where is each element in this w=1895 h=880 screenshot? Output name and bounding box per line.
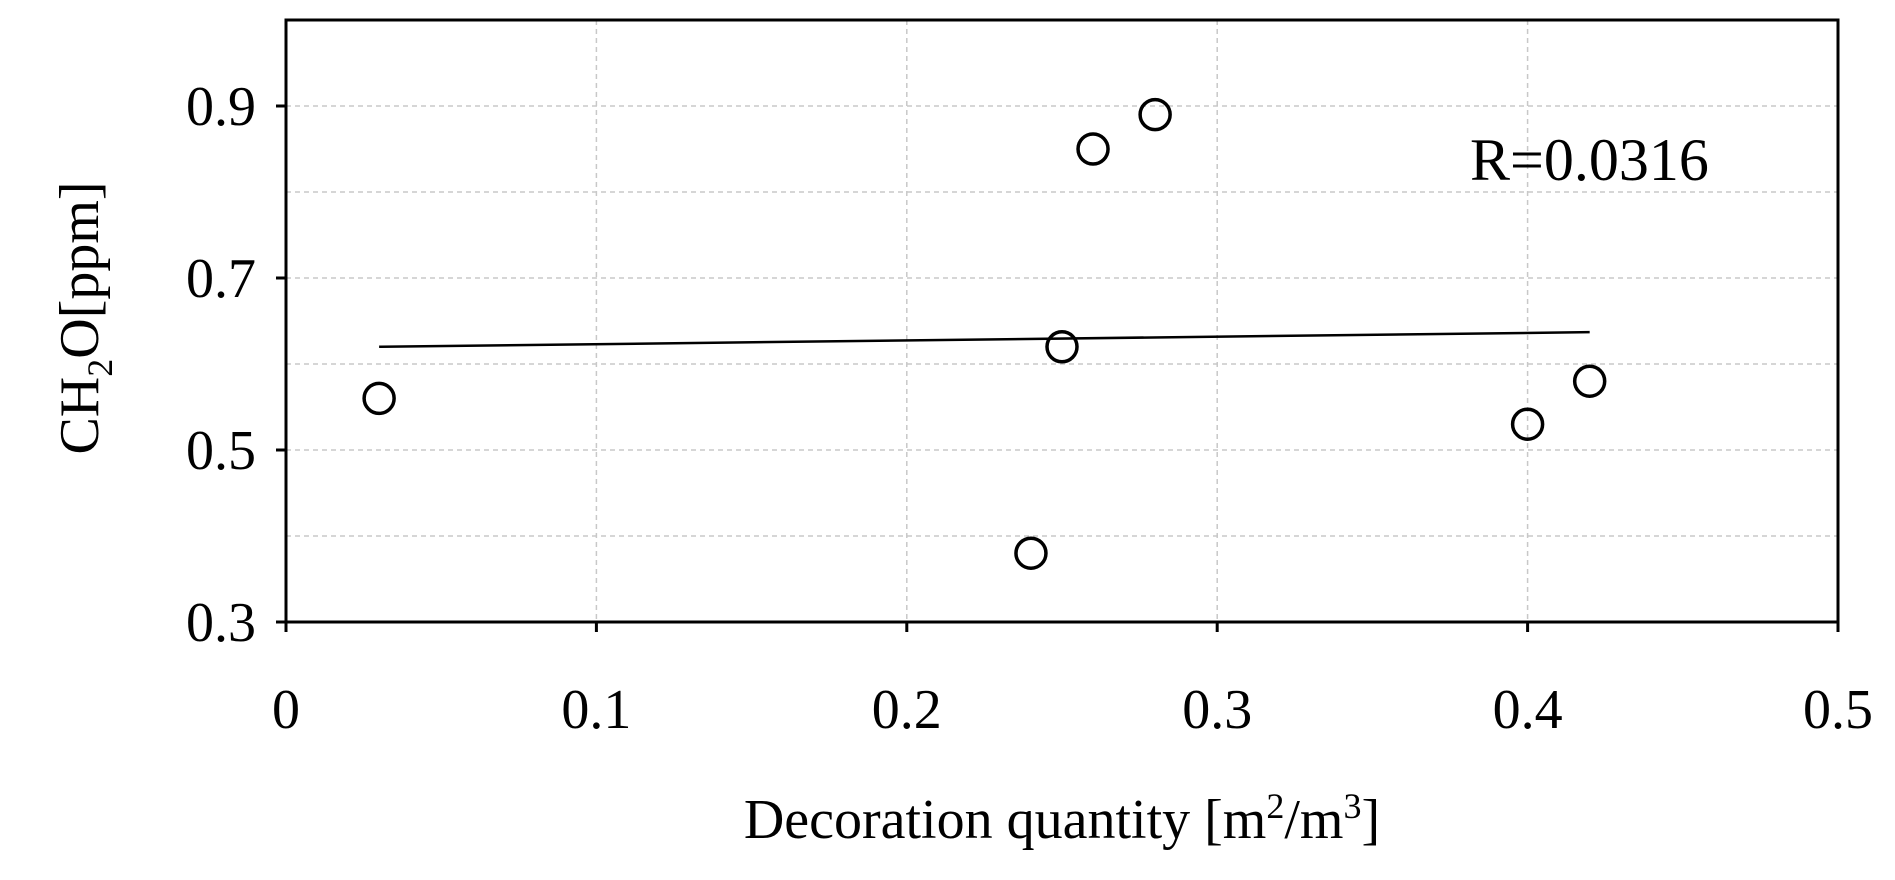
x-tick-label: 0.2: [872, 679, 942, 741]
correlation-annotation: R=0.0316: [1470, 127, 1709, 193]
trendline: [379, 330, 1590, 349]
y-tick-label: 0.5: [186, 420, 256, 482]
y-tick-label: 0.7: [186, 248, 256, 310]
y-tick-labels: 0.3 0.5 0.7 0.9: [186, 76, 286, 654]
x-axis-title: Decoration quantity [m2/m3]: [744, 786, 1380, 851]
x-tick-label: 0.1: [561, 679, 631, 741]
data-point: [1045, 330, 1079, 364]
y-axis-title: CH2O[ppm]: [49, 181, 120, 454]
x-tick-label: 0.3: [1182, 679, 1252, 741]
x-tick-labels: 0 0.1 0.2 0.3 0.4 0.5: [272, 622, 1873, 741]
data-point: [1510, 407, 1545, 441]
grid-layer: [286, 20, 1838, 622]
y-tick-label: 0.9: [186, 76, 256, 138]
trendline-layer: [379, 330, 1590, 349]
data-point: [362, 381, 396, 416]
data-point: [1138, 97, 1172, 132]
x-tick-label: 0.4: [1493, 679, 1563, 741]
x-tick-label: 0: [272, 679, 300, 741]
y-tick-label: 0.3: [186, 592, 256, 654]
data-point: [1014, 536, 1048, 570]
x-tick-label: 0.5: [1803, 679, 1873, 741]
points-layer: [362, 97, 1607, 570]
plot-frame: [284, 18, 1840, 624]
data-point: [1572, 364, 1607, 398]
data-point: [1076, 132, 1110, 166]
